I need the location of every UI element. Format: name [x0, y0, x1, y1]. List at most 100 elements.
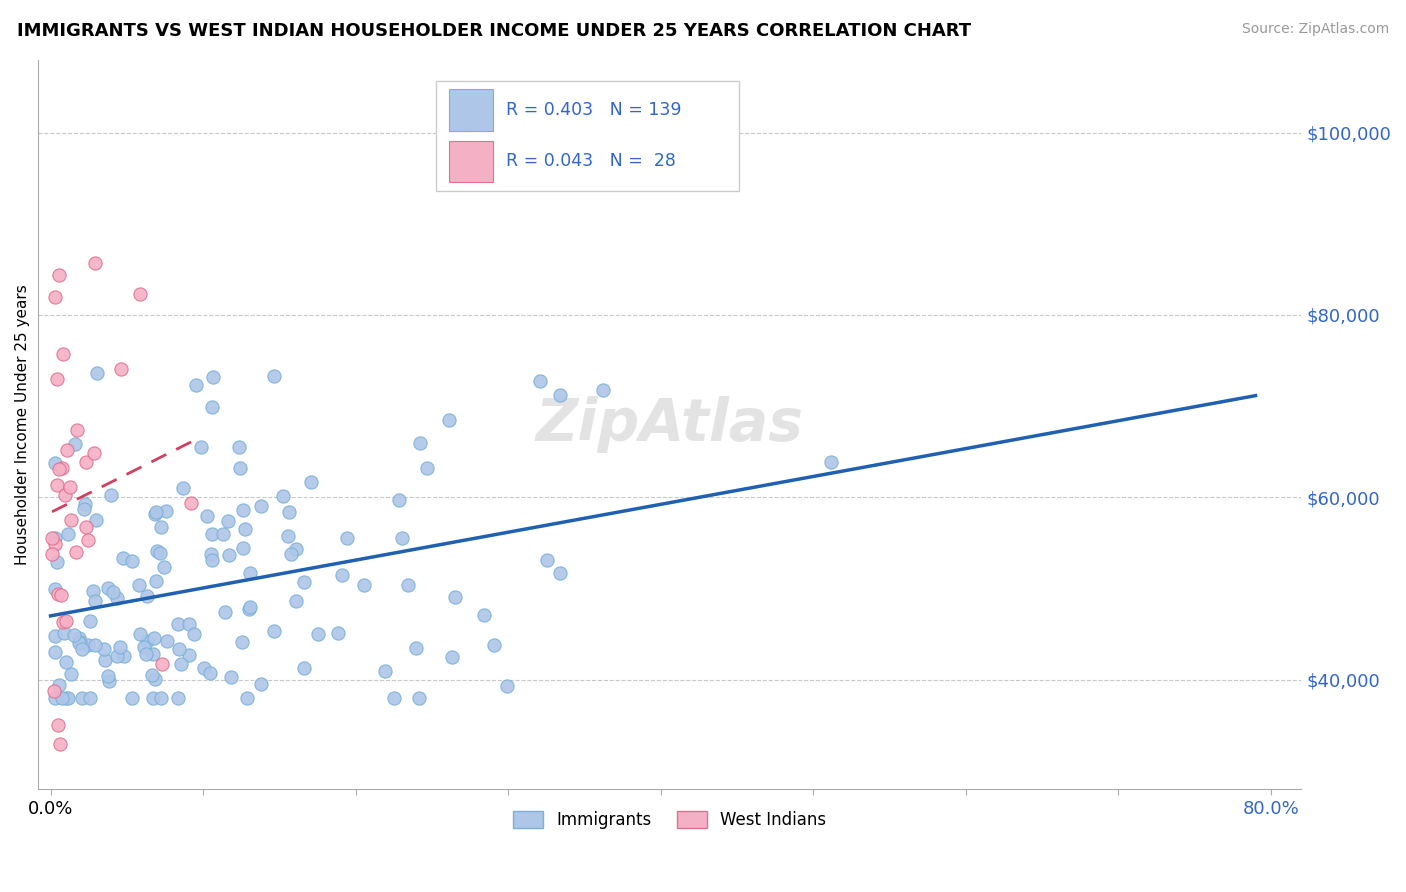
Point — [180, 496, 202, 510]
Point — [405, 640, 427, 655]
Point — [239, 600, 262, 615]
Point — [201, 526, 224, 541]
Point — [52, 347, 75, 361]
Point — [79, 614, 101, 628]
Point — [388, 492, 411, 507]
Point — [65, 437, 87, 451]
Text: IMMIGRANTS VS WEST INDIAN HOUSEHOLDER INCOME UNDER 25 YEARS CORRELATION CHART: IMMIGRANTS VS WEST INDIAN HOUSEHOLDER IN… — [17, 22, 972, 40]
Point — [75, 455, 97, 469]
Point — [97, 582, 120, 596]
Point — [198, 666, 221, 681]
Point — [75, 520, 97, 534]
Point — [128, 626, 150, 640]
Point — [101, 585, 124, 599]
Point — [285, 594, 308, 608]
Point — [441, 650, 464, 665]
Point — [105, 591, 128, 605]
Point — [292, 661, 315, 675]
Point — [231, 634, 253, 648]
Point — [384, 690, 406, 705]
Point — [56, 691, 79, 706]
Point — [97, 673, 120, 688]
Point — [263, 368, 285, 383]
Point — [51, 461, 73, 475]
Point — [529, 374, 551, 388]
Point — [190, 440, 212, 454]
Point — [186, 377, 208, 392]
Point — [249, 499, 271, 513]
Point — [150, 691, 173, 706]
FancyBboxPatch shape — [449, 141, 494, 182]
Point — [167, 617, 190, 632]
Point — [183, 627, 205, 641]
Point — [128, 578, 150, 592]
Point — [332, 568, 354, 582]
Point — [142, 631, 165, 645]
Point — [482, 638, 505, 652]
Point — [548, 566, 571, 580]
Point — [48, 737, 70, 751]
Point — [134, 640, 156, 655]
Text: ZipAtlas: ZipAtlas — [536, 396, 804, 453]
Point — [141, 668, 163, 682]
Point — [77, 638, 100, 652]
Point — [143, 507, 166, 521]
Point — [76, 533, 98, 547]
Point — [48, 268, 70, 283]
Point — [51, 588, 73, 602]
Point — [51, 691, 73, 706]
Text: R = 0.403   N = 139: R = 0.403 N = 139 — [506, 101, 681, 119]
Point — [44, 629, 66, 643]
Point — [201, 400, 224, 414]
Point — [55, 691, 77, 706]
Point — [200, 548, 222, 562]
Point — [84, 594, 107, 608]
Point — [408, 691, 430, 706]
Point — [79, 691, 101, 706]
Point — [150, 520, 173, 534]
Point — [149, 546, 172, 560]
Point — [177, 648, 200, 663]
Point — [83, 446, 105, 460]
Point — [48, 678, 70, 692]
Point — [70, 691, 93, 706]
Point — [105, 649, 128, 664]
Point — [67, 631, 90, 645]
Point — [197, 508, 219, 523]
Point — [496, 679, 519, 693]
Text: R = 0.043   N =  28: R = 0.043 N = 28 — [506, 153, 675, 170]
Point — [41, 531, 63, 545]
Point — [229, 461, 252, 475]
Point — [235, 691, 257, 706]
Point — [93, 641, 115, 656]
Point — [145, 505, 167, 519]
Point — [415, 461, 437, 475]
Point — [48, 461, 70, 475]
Point — [86, 367, 108, 381]
Point — [110, 640, 132, 655]
Point — [135, 589, 157, 603]
Point — [239, 566, 262, 580]
Point — [121, 554, 143, 568]
Point — [129, 287, 152, 301]
Point — [42, 684, 65, 698]
Point — [111, 551, 134, 566]
Point — [396, 578, 419, 592]
Point — [55, 655, 77, 669]
Point — [218, 549, 240, 563]
Point — [391, 531, 413, 545]
Point — [41, 548, 63, 562]
Point — [145, 574, 167, 589]
Point — [84, 513, 107, 527]
Point — [142, 647, 165, 661]
Point — [820, 455, 842, 469]
Point — [56, 443, 79, 458]
Point — [53, 625, 76, 640]
Point — [592, 383, 614, 397]
Point — [84, 255, 107, 269]
Point — [284, 542, 307, 557]
Point — [280, 548, 302, 562]
Point — [238, 602, 260, 616]
Point — [66, 423, 89, 437]
Point — [110, 362, 132, 376]
